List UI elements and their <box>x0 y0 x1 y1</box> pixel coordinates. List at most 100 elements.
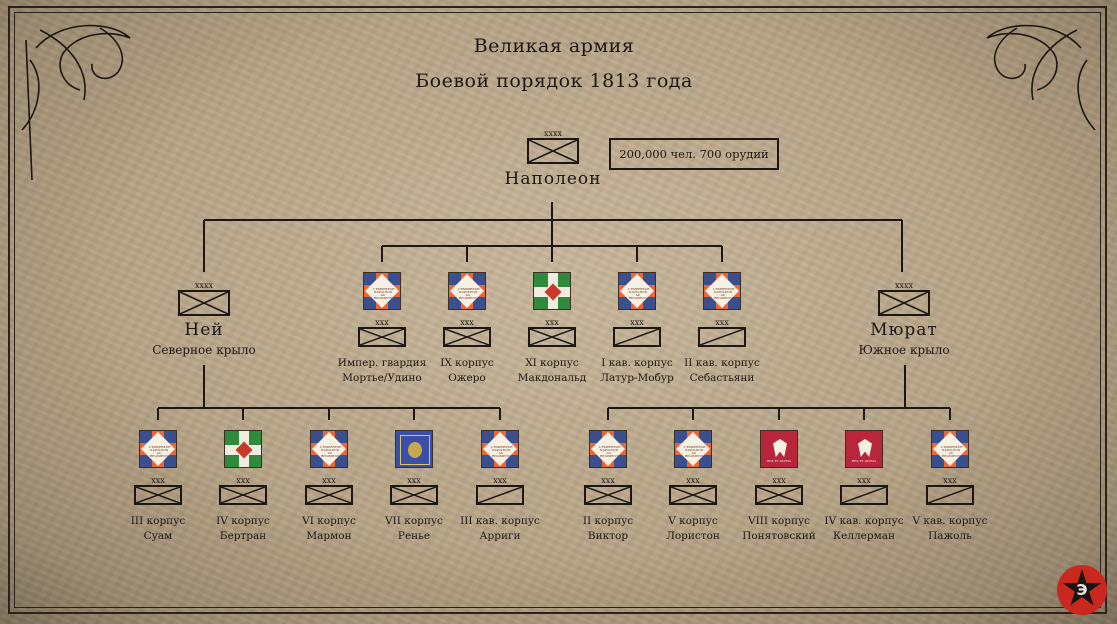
corps-name: VII корпус <box>385 515 443 527</box>
inner-frame <box>14 12 1101 608</box>
corps-echelon-mark: xxx <box>407 476 421 485</box>
corps-echelon-mark: xxx <box>460 318 474 327</box>
corps-commander: Келлерман <box>832 530 896 542</box>
french-eagle-flag-icon: L'EMPEREUR NAPOLEON AU REGIMENT <box>674 430 712 468</box>
corps-commander: Ожеро <box>448 372 486 384</box>
corps-commander: Мармон <box>306 530 352 542</box>
cavalry-corps-symbol <box>840 485 888 505</box>
corps-name: VI корпус <box>302 515 356 527</box>
flag-inscription: L'EMPEREUR NAPOLEON AU REGIMENT <box>599 445 621 458</box>
corps-echelon-mark: xxx <box>236 476 250 485</box>
corps-name: IX корпус <box>440 357 494 369</box>
right-ornament-icon <box>986 24 1096 131</box>
wing-echelon-mark: xxxx <box>894 281 914 290</box>
corps-name: III кав. корпус <box>460 515 540 527</box>
corps-commander: Суам <box>143 530 173 542</box>
corps-echelon-mark: xxx <box>630 318 644 327</box>
channel-logo[interactable]: Э <box>1057 565 1107 615</box>
corps-name: Импер. гвардия <box>337 357 427 369</box>
corps-echelon-mark: xxx <box>686 476 700 485</box>
corps-commander: Ренье <box>397 530 431 542</box>
cavalry-corps-symbol <box>476 485 524 505</box>
corps-name: IV кав. корпус <box>824 515 904 527</box>
saxon-flag-icon <box>395 430 433 468</box>
infantry-corps-symbol <box>134 485 182 505</box>
infantry-corps-symbol <box>305 485 353 505</box>
corps-name: II кав. корпус <box>684 357 760 369</box>
corps-name: VIII корпус <box>747 515 811 527</box>
corps-echelon-mark: xxx <box>772 476 786 485</box>
corps-name: I кав. корпус <box>601 357 673 369</box>
wing-echelon-mark: xxxx <box>194 281 214 290</box>
chart-subtitle: Боевой порядок 1813 года <box>415 70 693 92</box>
corps-echelon-mark: xxx <box>857 476 871 485</box>
corps-echelon-mark: xxx <box>493 476 507 485</box>
corps-echelon-mark: xxx <box>151 476 165 485</box>
south-wing-label: Южное крыло <box>858 343 950 357</box>
corps-commander: Пажоль <box>928 530 972 542</box>
french-eagle-flag-icon: L'EMPEREUR NAPOLEON AU REGIMENT <box>481 430 519 468</box>
logo-letter: Э <box>1076 581 1088 599</box>
flag-inscription: L'EMPEREUR NAPOLEON AU REGIMENT <box>713 287 735 300</box>
italian-flag-icon <box>533 272 571 310</box>
flag-inscription: L'EMPEREUR NAPOLEON AU REGIMENT <box>149 445 171 458</box>
flag-inscription: L'EMPEREUR NAPOLEON AU REGIMENT <box>458 287 480 300</box>
flag-inscription: L'EMPEREUR NAPOLEON AU REGIMENT <box>320 445 342 458</box>
flag-inscription: L'EMPEREUR NAPOLEON AU REGIMENT <box>491 445 513 458</box>
corps-name: V кав. корпус <box>912 515 988 527</box>
corps-echelon-mark: xxx <box>545 318 559 327</box>
flag-inscription: L'EMPEREUR NAPOLEON AU REGIMENT <box>628 287 650 300</box>
south-wing-commander: Мюрат <box>870 320 938 340</box>
infantry-corps-symbol <box>528 327 576 347</box>
infantry-corps-symbol <box>443 327 491 347</box>
infantry-corps-symbol <box>755 485 803 505</box>
corps-name: XI корпус <box>525 357 579 369</box>
flag-inscription: L'EMPEREUR NAPOLEON AU REGIMENT <box>941 445 963 458</box>
corps-echelon-mark: xxx <box>601 476 615 485</box>
corps-commander: Латур-Мобур <box>600 372 674 384</box>
infantry-corps-symbol <box>390 485 438 505</box>
army-hq-symbol <box>527 138 579 164</box>
corps-echelon-mark: xxx <box>375 318 389 327</box>
corps-echelon-mark: xxx <box>322 476 336 485</box>
flag-inscription: L'EMPEREUR NAPOLEON AU REGIMENT <box>373 287 395 300</box>
french-eagle-flag-icon: L'EMPEREUR NAPOLEON AU REGIMENT <box>448 272 486 310</box>
corps-commander: Виктор <box>587 530 629 542</box>
infantry-corps-symbol <box>669 485 717 505</box>
polish-eagle-flag-icon: REX ET PATRIA <box>845 430 883 468</box>
corps-commander: Понятовский <box>742 530 816 542</box>
french-eagle-flag-icon: L'EMPEREUR NAPOLEON AU REGIMENT <box>589 430 627 468</box>
french-eagle-flag-icon: L'EMPEREUR NAPOLEON AU REGIMENT <box>618 272 656 310</box>
corps-commander: Бертран <box>219 530 267 542</box>
north-wing-label: Северное крыло <box>152 343 256 357</box>
corps-commander: Арриги <box>479 530 521 542</box>
corps-commander: Себастьяни <box>689 372 755 384</box>
north-wing-commander: Ней <box>184 320 224 340</box>
italian-flag-icon <box>224 430 262 468</box>
chart-title: Великая армия <box>473 35 635 57</box>
south-wing-symbol <box>878 290 930 316</box>
infantry-corps-symbol <box>358 327 406 347</box>
left-ornament-icon <box>21 24 131 181</box>
corps-echelon-mark: xxx <box>715 318 729 327</box>
corps-commander: Лористон <box>666 530 720 542</box>
infantry-corps-symbol <box>584 485 632 505</box>
cavalry-corps-symbol <box>613 327 661 347</box>
french-eagle-flag-icon: L'EMPEREUR NAPOLEON AU REGIMENT <box>310 430 348 468</box>
commander-name: Наполеон <box>504 169 602 189</box>
french-eagle-flag-icon: L'EMPEREUR NAPOLEON AU REGIMENT <box>703 272 741 310</box>
corps-name: II корпус <box>582 515 634 527</box>
outer-frame <box>8 6 1107 614</box>
army-strength-box: 200,000 чел. 700 орудий <box>609 138 779 170</box>
french-eagle-flag-icon: L'EMPEREUR NAPOLEON AU REGIMENT <box>931 430 969 468</box>
infantry-corps-symbol <box>219 485 267 505</box>
corps-name: III корпус <box>130 515 186 527</box>
corps-name: IV корпус <box>216 515 270 527</box>
corps-commander: Макдональд <box>517 372 587 384</box>
polish-eagle-flag-icon: REX ET PATRIA <box>760 430 798 468</box>
cavalry-corps-symbol <box>926 485 974 505</box>
corps-echelon-mark: xxx <box>943 476 957 485</box>
north-wing-symbol <box>178 290 230 316</box>
corps-commander: Мортье/Удино <box>342 372 422 384</box>
